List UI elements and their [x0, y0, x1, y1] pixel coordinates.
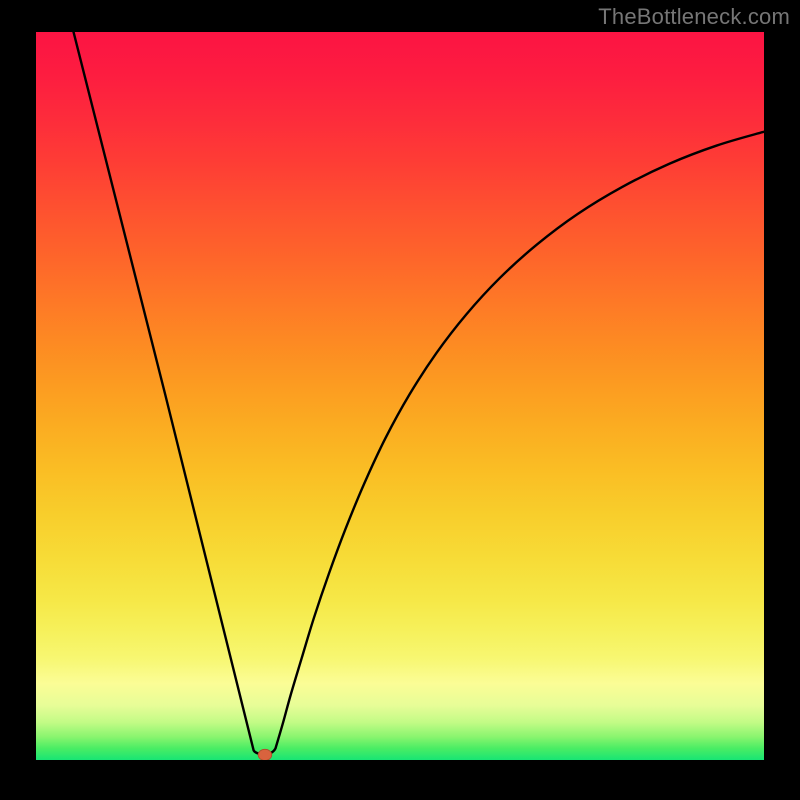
watermark-text: TheBottleneck.com	[598, 4, 790, 30]
chart-container: { "watermark": { "text": "TheBottleneck.…	[0, 0, 800, 800]
plot-background	[36, 32, 764, 760]
bottleneck-chart	[0, 0, 800, 800]
optimum-marker	[258, 749, 272, 760]
